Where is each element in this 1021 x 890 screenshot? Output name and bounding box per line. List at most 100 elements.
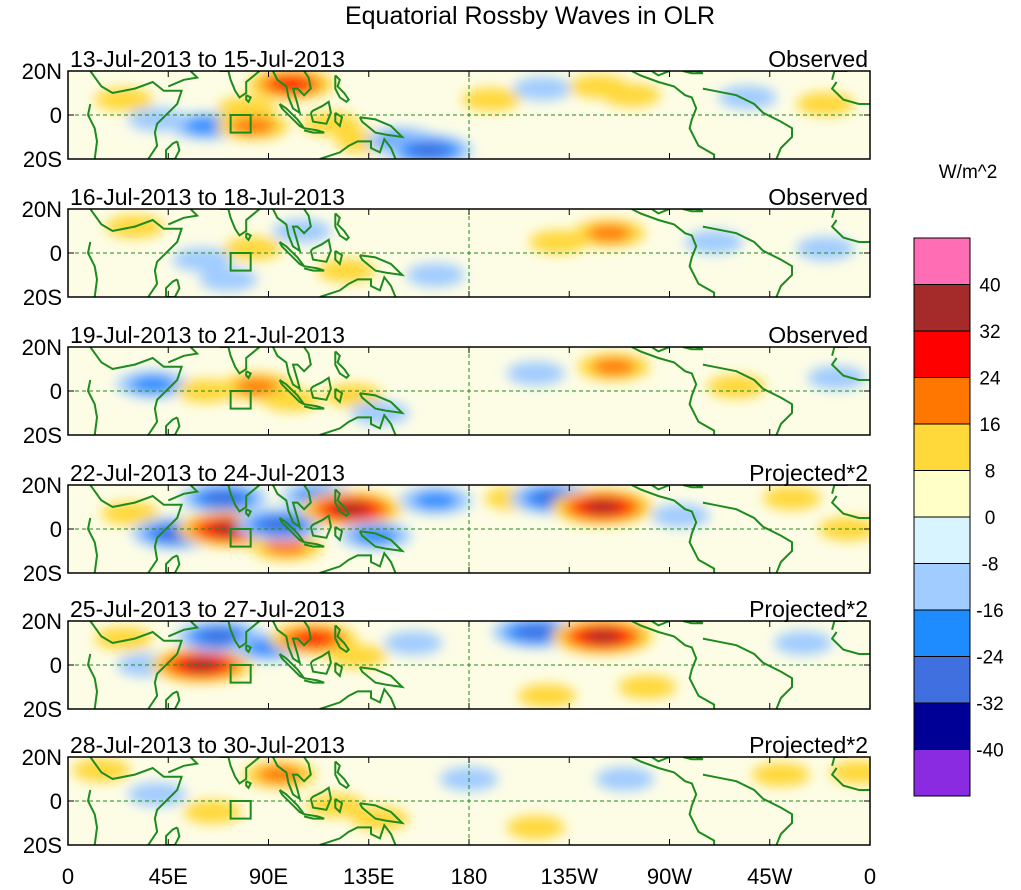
coastline [631,209,716,297]
coastline [86,103,99,159]
coastline [636,621,670,627]
y-tick-label: 20N [22,335,62,360]
coastline [245,232,253,242]
coastline [272,347,312,392]
coastline [319,687,397,709]
coastline [334,212,350,242]
coastline [319,137,397,159]
coastline [219,209,261,237]
anomaly-field [86,209,870,297]
colorbar-swatch [913,702,971,750]
anomaly-field [86,621,870,709]
y-tick-label: 20N [22,745,62,770]
coastline [358,254,406,277]
coastline [245,644,253,654]
colorbar-swatch [913,237,971,285]
colorbar-swatch [913,377,971,425]
coastline [702,363,793,435]
coastline [319,823,397,845]
coastline [303,127,325,134]
anomaly-blob [807,365,866,390]
x-tick-label: 45E [149,864,188,889]
coastline [278,517,305,544]
coastline [831,621,848,631]
coastline [303,813,325,820]
panel-period-label: 16-Jul-2013 to 18-Jul-2013 [70,184,345,210]
coastline [631,757,716,845]
coastline [309,100,332,125]
x-tick-label: 90W [647,864,692,889]
coastline [702,501,793,573]
colorbar-swatch [913,284,971,332]
region-box [229,390,252,410]
coastline [830,219,870,243]
coastline [319,275,397,297]
coastline [334,661,344,678]
y-tick-label: 20S [23,697,62,722]
anomaly-blob [506,815,566,840]
coastline [309,514,332,539]
panel-kind-label: Observed [768,184,868,210]
coastline [167,347,200,364]
coastline [309,376,332,401]
coastline [358,802,406,825]
y-tick-label: 0 [50,517,62,542]
anomaly-blob [618,675,677,699]
coastline [165,690,181,709]
coastline [702,773,793,845]
anomaly-blob [602,83,661,108]
coastline [682,621,704,625]
coastline [334,624,350,654]
coastline [334,74,350,104]
coastline [245,94,253,104]
coastline [631,485,716,573]
y-tick-label: 0 [50,379,62,404]
anomaly-blob [517,683,577,708]
anomaly-blob [684,230,744,254]
coastline [89,757,183,845]
coastline [831,757,848,767]
coastline [165,140,181,159]
coastline [167,209,200,226]
anomaly-blob [796,236,855,261]
coastline [86,653,99,709]
panel-kind-label: Observed [768,46,868,72]
panel-period-label: 22-Jul-2013 to 24-Jul-2013 [70,460,345,486]
panels-group: 20N 0 20S 13-Jul-2013 to 15-Jul-2013 Observe… [22,46,871,858]
coastline [89,347,183,435]
colorbar-level-label: 8 [985,462,996,483]
region-box [229,664,252,684]
panel-kind-label: Projected*2 [749,596,868,622]
anomaly-blob [413,491,458,509]
coastline [682,71,704,75]
coastline [631,347,716,435]
anomaly-blob [200,629,239,644]
anomaly-blob [176,379,236,403]
coastline [167,485,200,502]
anomaly-blob [718,85,777,110]
coastline [219,757,261,785]
y-tick-label: 20S [23,147,62,172]
coastline [303,403,325,410]
anomaly-blob [172,247,231,272]
coastline [303,541,325,548]
region-box [229,528,252,548]
coastline [702,637,793,709]
anomaly-blob [796,92,855,116]
coastline [167,621,200,638]
coastline [636,757,670,763]
coastline [631,621,716,709]
panel-2: 20N 0 20S 16-Jul-2013 to 18-Jul-2013 Observe… [22,184,871,310]
coastlines [86,621,870,709]
x-tick-label: 0 [62,864,74,889]
anomaly-field [86,347,870,435]
x-tick-label: 90E [249,864,288,889]
coastline [167,757,200,774]
anomaly-blob [751,762,811,787]
coastline [245,780,253,790]
coastlines [86,485,870,573]
coastline [86,517,99,573]
anomaly-blob [586,224,632,242]
anomaly-blob [513,76,572,101]
coastline [219,485,261,513]
